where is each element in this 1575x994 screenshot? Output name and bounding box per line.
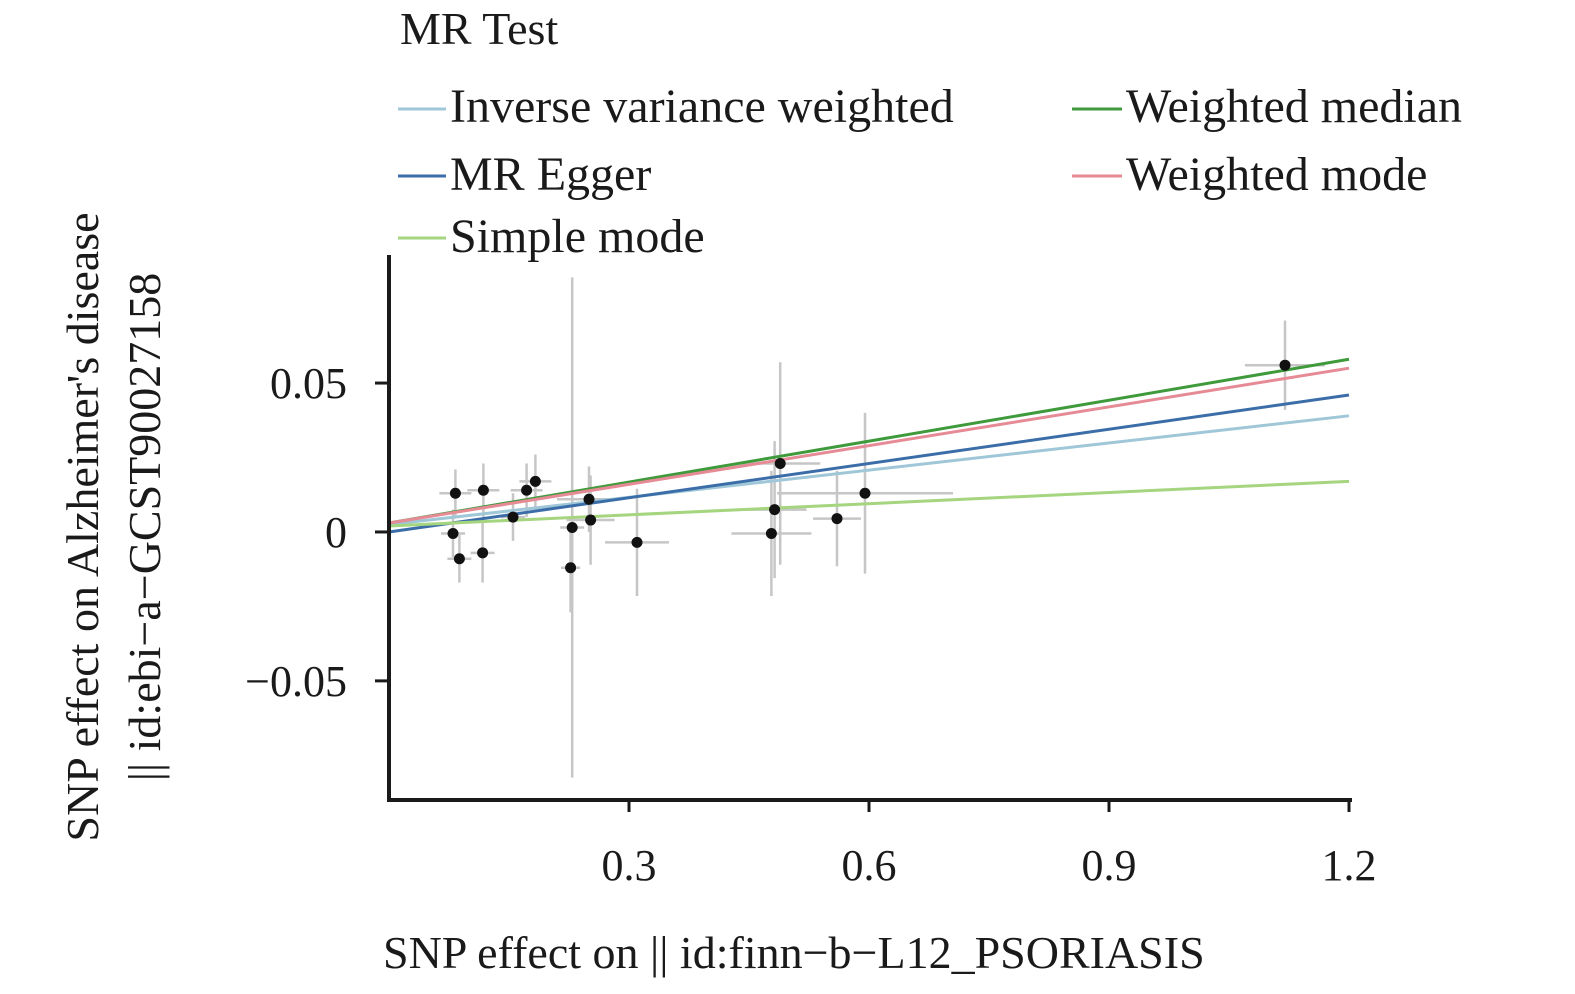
legend: MR Test Inverse variance weighted Weight… — [398, 3, 1462, 263]
legend-label-weighted-mode: Weighted mode — [1126, 148, 1427, 201]
legend-label-simple-mode: Simple mode — [450, 210, 705, 263]
y-tick-label-0.05: 0.05 — [270, 359, 347, 408]
regression-line-inverse-variance-weighted — [388, 414, 1350, 527]
snp-point-12 — [585, 514, 597, 526]
legend-entry-weighted-mode: Weighted mode — [1072, 148, 1427, 201]
snp-point-13 — [631, 536, 643, 548]
legend-label-ivw: Inverse variance weighted — [450, 80, 954, 133]
snp-point-17 — [831, 513, 843, 525]
x-axis-title: SNP effect on || id:finn−b−L12_PSORIASIS — [383, 927, 1205, 978]
x-tick-label-0.6: 0.6 — [842, 841, 897, 890]
legend-title: MR Test — [400, 3, 558, 54]
snp-point-15 — [769, 504, 781, 516]
snp-point-16 — [765, 527, 777, 539]
snp-point-4 — [477, 484, 489, 496]
x-ticks: 0.3 0.6 0.9 1.2 — [602, 800, 1377, 890]
legend-label-weighted-median: Weighted median — [1126, 80, 1462, 133]
regression-line-simple-mode — [388, 479, 1350, 528]
snp-point-7 — [521, 484, 533, 496]
snp-point-11 — [583, 493, 595, 505]
legend-entry-ivw: Inverse variance weighted — [398, 80, 954, 133]
snp-point-19 — [1279, 359, 1291, 371]
snp-point-9 — [566, 522, 578, 533]
legend-entry-simple-mode: Simple mode — [398, 210, 705, 263]
legend-entry-weighted-median: Weighted median — [1072, 80, 1462, 133]
y-axis-title-line1: SNP effect on Alzheimer's disease — [57, 212, 108, 841]
snp-point-6 — [507, 511, 519, 523]
snp-point-5 — [477, 547, 489, 559]
snp-points — [447, 359, 1291, 574]
snp-point-14 — [774, 457, 786, 469]
snp-point-8 — [529, 475, 541, 487]
x-tick-label-1.2: 1.2 — [1322, 841, 1377, 890]
legend-label-mr-egger: MR Egger — [450, 148, 651, 201]
x-tick-label-0.3: 0.3 — [602, 841, 657, 890]
snp-point-1 — [449, 487, 461, 499]
regression-line-weighted-mode — [388, 366, 1350, 525]
axes — [387, 255, 1352, 802]
regression-lines — [388, 357, 1350, 534]
y-ticks: 0.05 0 −0.05 — [245, 359, 389, 706]
y-axis-title: SNP effect on Alzheimer's disease || id:… — [57, 212, 170, 841]
snp-point-3 — [453, 553, 465, 565]
snp-point-18 — [859, 487, 871, 499]
y-axis-title-line2: || id:ebi−a−GCST90027158 — [119, 273, 170, 782]
snp-point-10 — [565, 562, 577, 574]
y-tick-label--0.05: −0.05 — [245, 657, 347, 706]
x-tick-label-0.9: 0.9 — [1082, 841, 1137, 890]
snp-point-2 — [447, 527, 459, 539]
y-tick-label-0: 0 — [325, 508, 347, 557]
regression-line-mr-egger — [388, 393, 1350, 534]
legend-entry-mr-egger: MR Egger — [398, 148, 651, 201]
